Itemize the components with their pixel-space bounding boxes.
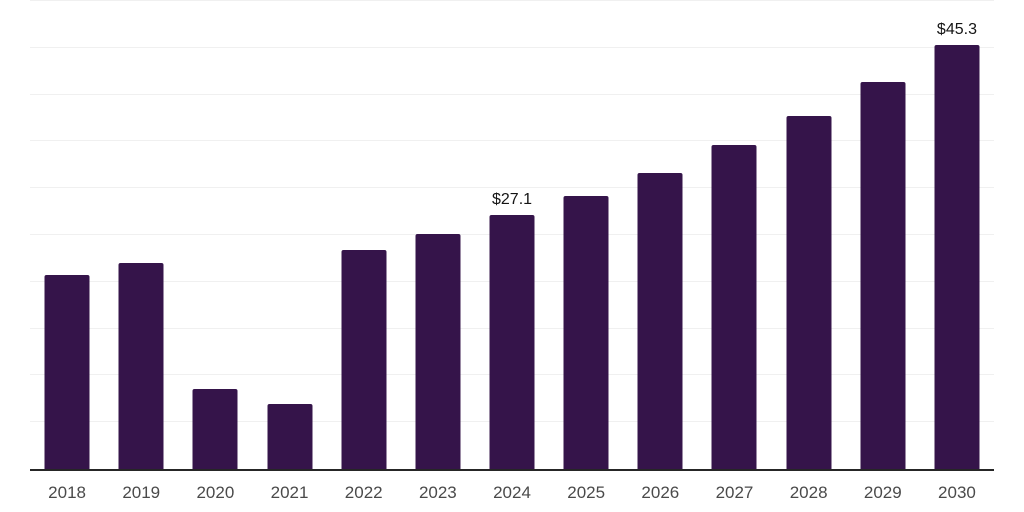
x-tick-label-2024: 2024 [493, 483, 531, 502]
bar-value-label-2024: $27.1 [491, 191, 533, 209]
bar-slot-2028 [772, 0, 846, 469]
x-axis-line [30, 469, 994, 471]
x-tick-label-2022: 2022 [344, 483, 383, 502]
bars-row: $27.1 $45.3 [30, 0, 994, 469]
bar-slot-2025 [549, 0, 623, 469]
bar-slot-2024: $27.1 [475, 0, 549, 469]
x-tick-label-2027: 2027 [715, 483, 754, 502]
bar-2029[interactable] [860, 82, 906, 469]
bar-slot-2019 [104, 0, 178, 469]
bar-2028[interactable] [786, 116, 832, 469]
x-tick-label-2019: 2019 [122, 483, 161, 502]
bar-slot-2029 [846, 0, 920, 469]
bar-2025[interactable] [563, 195, 609, 469]
x-tick-label-2020: 2020 [196, 483, 235, 502]
bar-2019[interactable] [118, 263, 164, 469]
bar-slot-2026 [623, 0, 697, 469]
gridline-45 [30, 46, 994, 48]
bar-slot-2020 [178, 0, 252, 469]
x-axis-labels: 2018 2019 2020 2021 2022 2023 2024 2025 2026 2027… [30, 482, 994, 504]
x-tick-label-2018: 2018 [48, 483, 86, 502]
bar-slot-2021 [252, 0, 326, 469]
x-tick-label-2029: 2029 [863, 483, 902, 502]
bar-slot-2018 [30, 0, 104, 469]
gridline-30 [30, 187, 994, 189]
bar-slot-2022 [327, 0, 401, 469]
x-tick-label-2026: 2026 [641, 483, 680, 502]
bar-slot-2023 [401, 0, 475, 469]
bar-2020[interactable] [192, 388, 238, 469]
gridline-35 [30, 140, 994, 142]
bar-2023[interactable] [415, 234, 461, 469]
bar-value-label-2030: $45.3 [936, 21, 977, 38]
gridline-50 [30, 0, 994, 1]
x-tick-label-2023: 2023 [418, 483, 457, 502]
bar-2018[interactable] [44, 275, 90, 469]
x-tick-label-2025: 2025 [567, 483, 606, 502]
x-tick-label-2021: 2021 [270, 483, 309, 502]
bar-2026[interactable] [637, 173, 683, 469]
bar-2027[interactable] [711, 145, 757, 469]
bar-2024[interactable] [489, 215, 535, 469]
bar-2021[interactable] [267, 404, 313, 469]
bar-2030[interactable] [934, 45, 980, 469]
gridline-40 [30, 93, 994, 95]
bar-2022[interactable] [341, 249, 387, 469]
plot-area: $27.1 $45.3 [30, 0, 994, 471]
bar-slot-2030: $45.3 [920, 0, 994, 469]
x-tick-label-2028: 2028 [789, 483, 828, 502]
x-tick-label-2030: 2030 [938, 483, 976, 502]
bar-slot-2027 [697, 0, 771, 469]
